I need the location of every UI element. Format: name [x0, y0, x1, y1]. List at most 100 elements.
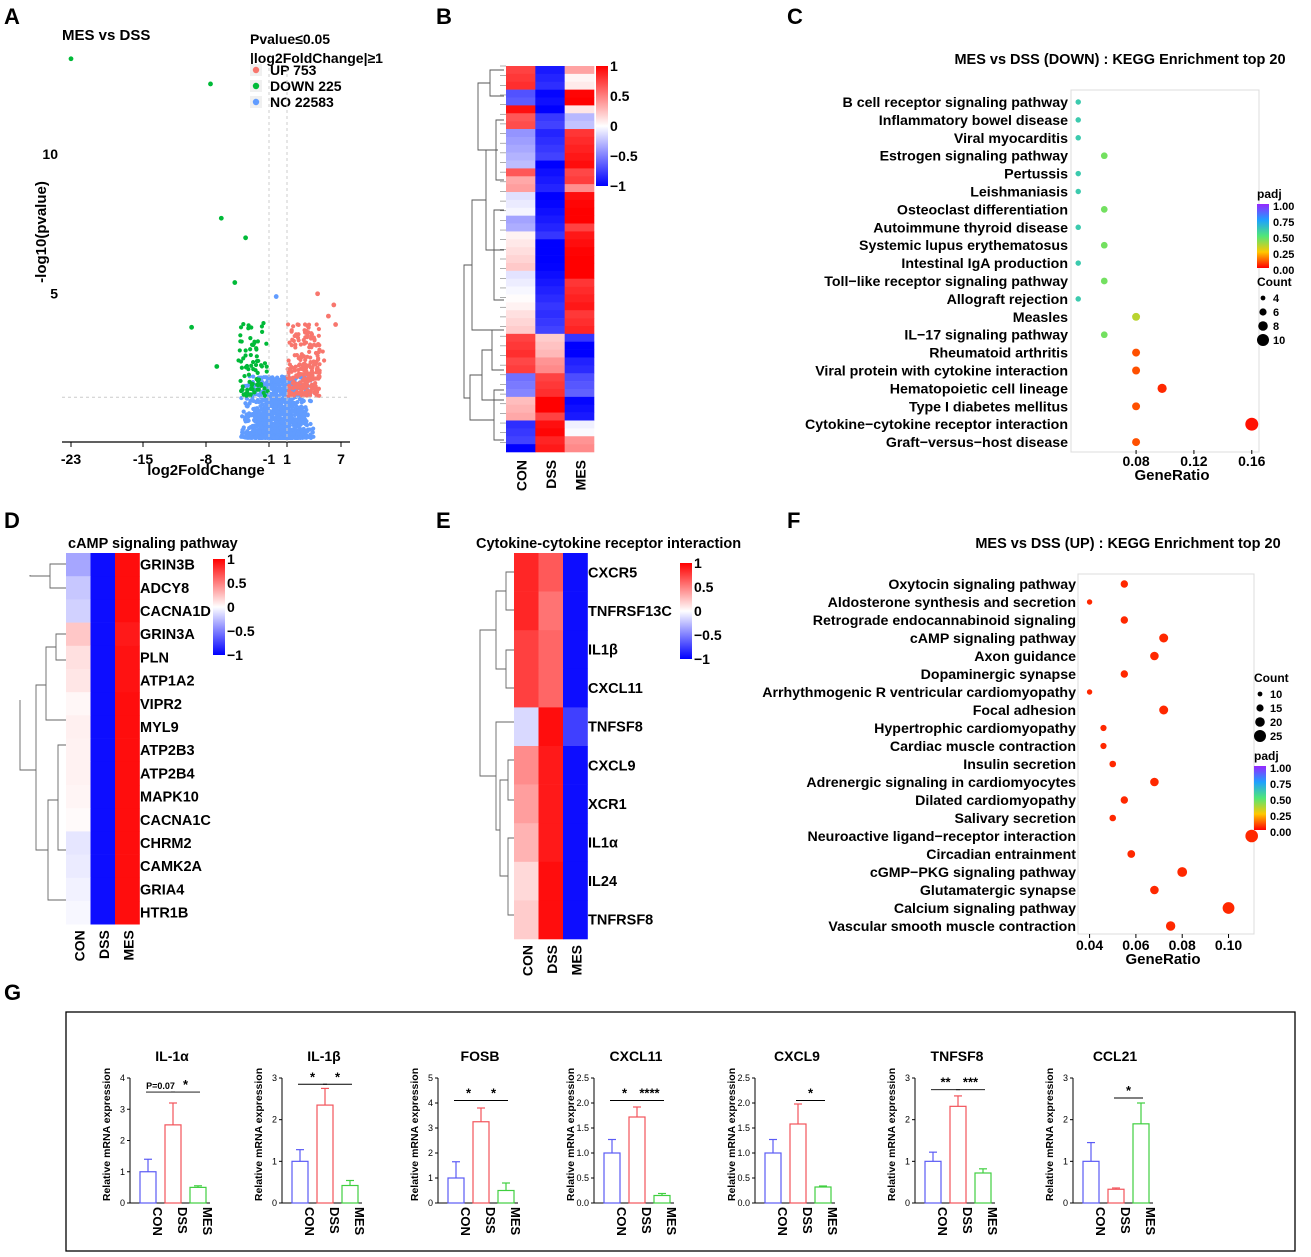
volcano-point-up — [315, 353, 320, 358]
kegg-down-panel — [1070, 89, 1260, 453]
heatmap-b-cell — [535, 318, 565, 327]
volcano-point — [284, 435, 289, 440]
heatmap-cell — [90, 692, 116, 716]
xtick-label: 0.08 — [1169, 937, 1196, 953]
volcano-point-down — [189, 324, 195, 330]
heatmap-cell — [66, 553, 91, 577]
volcano-point — [245, 404, 250, 409]
heatmap-b-cell — [535, 73, 565, 83]
volcano-point — [300, 405, 305, 410]
heatmap-b-cell — [535, 262, 565, 272]
legend-padj-tick: 0.25 — [1270, 811, 1291, 823]
heatmap-b-cell — [535, 144, 565, 153]
heatmap-b-cell — [506, 396, 536, 406]
volcano-point-up — [306, 322, 312, 327]
heatmap-cell — [90, 761, 116, 786]
volcano-axes: -23 -15 -8 -1 1 7 5 10 — [42, 68, 350, 467]
term-dot — [1159, 633, 1169, 643]
heatmap-cell — [90, 831, 116, 855]
qpcr-chart-1: IL-1β Relative mRNA expression 0 1 2 3 CON DSS M… — [253, 1048, 367, 1236]
qpcr-sig-label: * — [183, 1077, 189, 1092]
heatmap-cell — [90, 576, 116, 600]
term-dot — [1100, 724, 1107, 732]
heatmap-cell — [115, 715, 140, 739]
heatmap-b-column-label: CON — [514, 460, 530, 491]
volcano-point-down — [262, 393, 268, 398]
volcano-point — [308, 421, 313, 427]
volcano-point-up — [291, 393, 297, 398]
dendrogram-branch — [477, 82, 498, 151]
legend-marker — [252, 82, 260, 90]
heatmap-b-cell — [564, 428, 595, 437]
term-label: Measles — [1013, 310, 1068, 326]
volcano-point-up — [313, 360, 319, 365]
qpcr-bar — [291, 1160, 309, 1204]
heatmap-e-colorbar: 1 0.5 0 −0.5 −1 — [680, 555, 722, 667]
volcano-point-up — [303, 357, 308, 363]
qpcr-ylabel: Relative mRNA expression — [253, 1068, 265, 1201]
colorbar-tick-label: −0.5 — [610, 148, 638, 164]
qpcr-chart-6: CCL21 Relative mRNA expression 0 1 2 3 CON DSS M… — [1044, 1048, 1158, 1236]
qpcr-title: CXCL11 — [610, 1048, 663, 1064]
panel-label-e: E — [436, 508, 451, 533]
dendrogram-branch — [495, 590, 506, 670]
qpcr-category-label: CON — [1093, 1207, 1108, 1236]
heatmap-b-cell — [506, 318, 536, 327]
heatmap-row-label: ATP2B4 — [140, 766, 195, 782]
qpcr-title: CXCL9 — [774, 1048, 820, 1064]
volcano-point-up — [294, 381, 299, 386]
volcano-point-up — [299, 384, 304, 390]
heatmap-cell — [514, 668, 539, 708]
qpcr-chart-2: FOSB Relative mRNA expression 0 1 2 3 4 5 CON DSS… — [409, 1048, 523, 1236]
volcano-point-up — [307, 393, 312, 398]
heatmap-cell — [66, 669, 91, 693]
colorbar-tick-label: −0.5 — [694, 627, 722, 643]
heatmap-column-label: DSS — [544, 945, 560, 974]
term-label: Circadian entrainment — [926, 847, 1076, 863]
qpcr-bar — [189, 1186, 207, 1204]
heatmap-b-cell — [535, 207, 565, 216]
heatmap-row-label: ATP1A2 — [140, 674, 195, 690]
panel-label-b: B — [436, 4, 452, 29]
volcano-legend-title-2: |log2FoldChange|≥1 — [250, 50, 383, 66]
volcano-point-down — [249, 363, 254, 368]
heatmap-b-cell — [564, 325, 595, 335]
qpcr-bar — [653, 1194, 671, 1204]
kegg-up-panel — [1077, 573, 1255, 935]
heatmap-cell — [115, 761, 140, 786]
heatmap-b-cell — [564, 420, 595, 429]
volcano-point-down — [236, 358, 241, 363]
qpcr-ytick-label: 3 — [120, 1104, 125, 1114]
term-dot — [1100, 241, 1108, 249]
volcano-point-up — [313, 376, 319, 381]
volcano-point-down — [241, 322, 246, 327]
heatmap-b-cell — [564, 357, 595, 366]
heatmap-b-cell — [535, 113, 565, 122]
heatmap-b-cell — [564, 176, 595, 185]
heatmap-cell — [538, 591, 564, 631]
heatmap-b-cell — [535, 357, 565, 366]
heatmap-b-cell — [506, 160, 536, 169]
volcano-point — [298, 410, 303, 415]
qpcr-frame — [65, 1011, 1296, 1252]
volcano-point — [279, 428, 284, 433]
heatmap-d-colorbar: 1 0.5 0 −0.5 −1 — [213, 551, 255, 663]
heatmap-row-label: MAPK10 — [140, 790, 199, 806]
heatmap-b-cell — [506, 168, 536, 177]
heatmap-b-cell — [535, 420, 565, 429]
heatmap-cell — [115, 692, 140, 716]
dendrogram-branch — [49, 563, 66, 589]
volcano-point — [297, 420, 303, 425]
heatmap-b-cell — [506, 270, 536, 279]
legend-count-dot — [1259, 308, 1267, 316]
heatmap-b: 1 0.5 0 −0.5 −1 CON DSS MES — [463, 58, 638, 491]
heatmap-b-cell — [535, 270, 565, 279]
panel-label-g: G — [4, 980, 21, 1005]
qpcr-ytick-label: 2 — [905, 1115, 910, 1125]
heatmap-e-cells: CXCR5 TNFRSF13C IL1β CXCL11 TNFSF8 CXCL9 XCR1 I… — [514, 553, 672, 976]
volcano-point-down — [214, 364, 220, 369]
qpcr-category-label: MES — [825, 1207, 840, 1236]
volcano-point — [277, 404, 282, 409]
heatmap-b-cell — [506, 420, 536, 429]
